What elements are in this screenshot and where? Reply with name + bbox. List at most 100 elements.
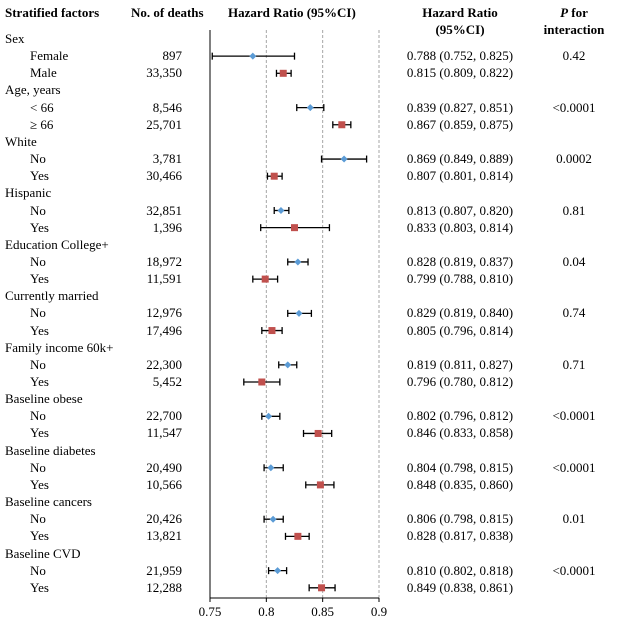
hr-ci-text: 0.833 (0.803, 0.814) xyxy=(406,219,514,235)
p-interaction: <0.0001 xyxy=(552,408,596,424)
header-p-for: P for xyxy=(530,5,618,20)
subgroup-label: Yes xyxy=(30,425,49,441)
subgroup-label: No xyxy=(30,356,46,372)
header-stratified-factors: Stratified factors xyxy=(5,5,100,20)
hr-ci-text: 0.819 (0.811, 0.827) xyxy=(407,356,513,372)
header-no-of-deaths: No. of deaths xyxy=(131,5,204,20)
p-interaction: 0.0002 xyxy=(556,151,592,167)
p-interaction: 0.42 xyxy=(562,48,586,64)
deaths-count: 22,700 xyxy=(146,408,182,424)
point-estimate-square xyxy=(291,224,298,232)
deaths-count: 12,288 xyxy=(146,579,182,595)
point-estimate-diamond xyxy=(294,258,302,266)
group-label: Education College+ xyxy=(5,236,109,252)
hr-ci-text: 0.846 (0.833, 0.858) xyxy=(406,425,514,441)
header-interaction: interaction xyxy=(543,22,605,37)
point-estimate-diamond xyxy=(340,155,348,163)
subgroup-label: No xyxy=(30,202,46,218)
subgroup-label: < 66 xyxy=(30,99,54,115)
deaths-count: 10,566 xyxy=(146,476,182,492)
point-estimate-square xyxy=(316,481,324,489)
subgroup-label: No xyxy=(30,151,46,167)
deaths-count: 8,546 xyxy=(152,99,182,115)
p-interaction: <0.0001 xyxy=(552,459,596,475)
x-tick-label: 0.85 xyxy=(311,604,335,619)
hr-ci-text: 0.810 (0.802, 0.818) xyxy=(406,562,514,578)
x-tick-label: 0.75 xyxy=(198,604,222,619)
header-p-letter: P xyxy=(560,5,569,20)
header-hazard-ratio-line1: Hazard Ratio xyxy=(422,5,498,20)
subgroup-label: Yes xyxy=(30,219,49,235)
hr-ci-text: 0.807 (0.801, 0.814) xyxy=(406,168,514,184)
deaths-count: 21,959 xyxy=(146,562,182,578)
hr-ci-text: 0.849 (0.838, 0.861) xyxy=(406,579,514,595)
point-estimate-diamond xyxy=(295,309,303,317)
deaths-count: 13,821 xyxy=(146,528,182,544)
subgroup-label: Male xyxy=(30,65,57,81)
group-label: Sex xyxy=(5,31,25,46)
hr-ci-text: 0.788 (0.752, 0.825) xyxy=(406,48,514,64)
deaths-count: 20,490 xyxy=(146,459,182,475)
p-interaction: 0.74 xyxy=(562,305,586,321)
subgroup-label: No xyxy=(30,408,46,424)
deaths-count: 897 xyxy=(162,48,183,64)
subgroup-label: Yes xyxy=(30,579,49,595)
hr-ci-text: 0.839 (0.827, 0.851) xyxy=(406,99,514,115)
point-estimate-square xyxy=(270,172,278,180)
subgroup-label: ≥ 66 xyxy=(30,116,54,132)
deaths-count: 20,426 xyxy=(146,511,182,527)
group-label: Family income 60k+ xyxy=(5,339,114,355)
group-label: Age, years xyxy=(5,82,61,98)
hr-ci-text: 0.806 (0.798, 0.815) xyxy=(406,511,514,527)
group-label: Baseline obese xyxy=(5,391,83,407)
group-label: Baseline diabetes xyxy=(5,442,96,458)
hr-ci-text: 0.828 (0.819, 0.837) xyxy=(406,253,514,269)
hr-ci-text: 0.813 (0.807, 0.820) xyxy=(406,202,514,218)
deaths-count: 3,781 xyxy=(152,151,182,167)
subgroup-label: No xyxy=(30,305,46,321)
point-estimate-square xyxy=(338,121,346,129)
point-estimate-diamond xyxy=(274,567,282,575)
deaths-count: 5,452 xyxy=(152,374,182,389)
hr-ci-text: 0.799 (0.788, 0.810) xyxy=(406,271,514,287)
p-interaction: 0.04 xyxy=(562,253,586,269)
subgroup-label: Yes xyxy=(30,168,49,184)
subgroup-label: Female xyxy=(30,48,69,64)
p-interaction: <0.0001 xyxy=(552,562,596,578)
deaths-count: 11,547 xyxy=(146,425,182,441)
subgroup-label: Yes xyxy=(30,271,49,287)
hr-ci-text: 0.867 (0.859, 0.875) xyxy=(406,116,514,132)
deaths-count: 22,300 xyxy=(146,356,182,372)
subgroup-label: No xyxy=(30,562,46,578)
p-interaction: 0.71 xyxy=(562,356,586,372)
x-tick-label: 0.8 xyxy=(258,604,275,619)
deaths-count: 1,396 xyxy=(152,219,182,235)
deaths-count: 33,350 xyxy=(146,65,182,81)
header-p-for-word: for xyxy=(568,5,588,20)
deaths-count: 17,496 xyxy=(146,322,182,338)
point-estimate-square xyxy=(261,275,269,283)
point-estimate-square xyxy=(294,532,302,540)
hr-ci-text: 0.805 (0.796, 0.814) xyxy=(406,322,514,338)
point-estimate-diamond xyxy=(277,207,285,214)
hr-ci-text: 0.848 (0.835, 0.860) xyxy=(406,476,514,492)
hr-ci-text: 0.815 (0.809, 0.822) xyxy=(406,65,514,81)
hr-ci-text: 0.796 (0.780, 0.812) xyxy=(406,374,514,389)
point-estimate-square xyxy=(314,429,322,437)
subgroup-label: No xyxy=(30,459,46,475)
deaths-count: 25,701 xyxy=(146,116,182,132)
subgroup-label: Yes xyxy=(30,374,49,389)
subgroup-label: Yes xyxy=(30,322,49,338)
point-estimate-square xyxy=(268,327,276,335)
group-label: Baseline CVD xyxy=(5,545,81,561)
p-interaction: <0.0001 xyxy=(552,99,596,115)
point-estimate-diamond xyxy=(284,361,292,369)
point-estimate-diamond xyxy=(269,515,277,523)
deaths-count: 11,591 xyxy=(146,271,182,287)
point-estimate-square xyxy=(318,584,326,592)
hr-ci-text: 0.804 (0.798, 0.815) xyxy=(406,459,514,475)
group-label: Baseline cancers xyxy=(5,494,92,510)
p-interaction: 0.01 xyxy=(562,511,586,527)
